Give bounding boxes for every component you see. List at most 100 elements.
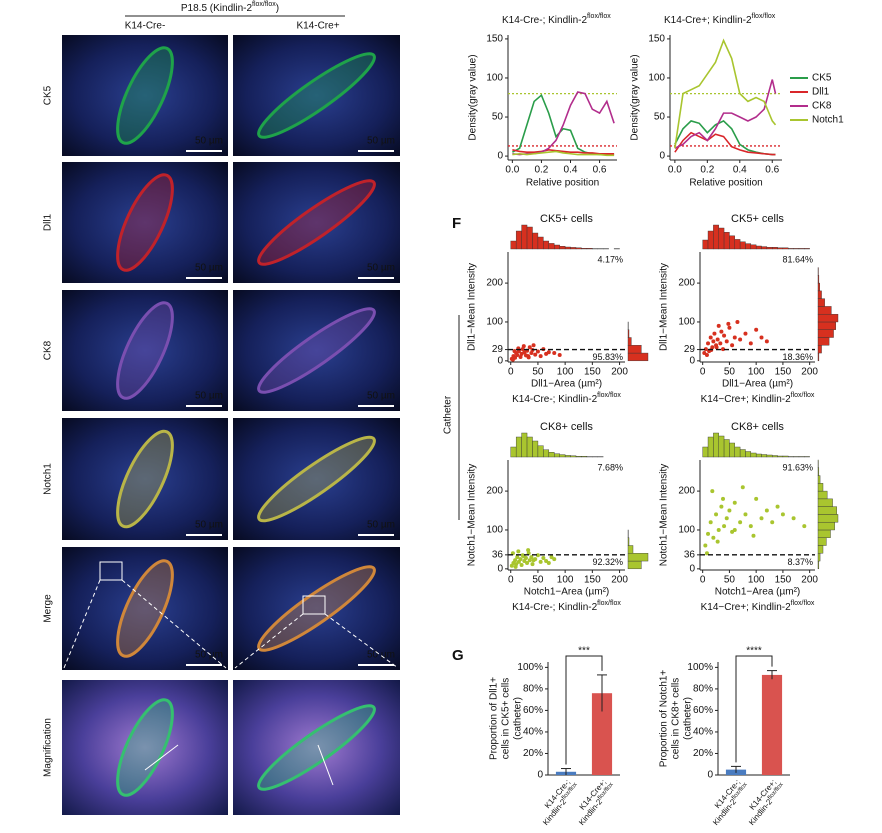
x-tick-label: 0.4 xyxy=(733,165,747,176)
top-histogram-bar xyxy=(575,247,582,250)
y-tick-label: 40% xyxy=(523,727,543,738)
series-line xyxy=(674,38,777,149)
y-tick-label: 200 xyxy=(678,278,695,289)
top-histogram-bar xyxy=(793,456,800,458)
y-tick-label: 100 xyxy=(678,525,695,536)
scale-bar-label: 50 µm xyxy=(195,650,223,661)
top-histogram-bar xyxy=(798,456,805,458)
top-histogram-bar xyxy=(745,451,752,458)
scale-bar-label: 50 µm xyxy=(367,391,395,402)
point xyxy=(754,496,759,501)
y-axis-label: (catheter) xyxy=(683,697,694,740)
side-histogram-bar xyxy=(817,290,822,299)
top-histogram-bar xyxy=(707,230,714,250)
chart-subtitle: K14−Cre+; Kindlin-2flox/flox xyxy=(701,392,815,404)
top-histogram-bar xyxy=(537,236,544,250)
duct xyxy=(257,179,376,266)
micrograph xyxy=(62,547,228,670)
point xyxy=(748,524,753,529)
point xyxy=(531,558,536,563)
chart-title-text: K14-Cre+; Kindlin-2 xyxy=(664,15,752,26)
top-histogram-bar xyxy=(713,224,719,250)
zoom-guide xyxy=(324,613,399,669)
point xyxy=(530,562,535,567)
y-tick-label: 0 xyxy=(689,563,695,574)
y-tick-label: 100 xyxy=(648,73,665,84)
scale-bar-label: 50 µm xyxy=(367,136,395,147)
micrograph xyxy=(233,680,400,815)
x-tick-label: 200 xyxy=(611,367,628,378)
x-tick-label: 100 xyxy=(557,367,574,378)
top-histogram-bar xyxy=(739,449,746,458)
percent-below: 8.37% xyxy=(787,557,813,567)
significance-label: **** xyxy=(746,646,762,657)
y-tick-label: 80% xyxy=(523,684,543,695)
legend-label: CK8 xyxy=(812,101,832,112)
point xyxy=(751,533,756,538)
x-axis-label: Notch1−Area (µm²) xyxy=(524,587,610,598)
bar xyxy=(761,674,783,775)
side-histogram-bar xyxy=(817,345,822,354)
point xyxy=(712,331,717,336)
duct xyxy=(257,307,376,394)
duct xyxy=(116,173,174,272)
side-histogram-bar xyxy=(817,275,820,284)
x-axis-label: Relative position xyxy=(526,178,599,189)
point xyxy=(541,555,546,560)
point xyxy=(738,337,743,342)
side-histogram-bar xyxy=(817,298,825,307)
side-histogram-bar xyxy=(627,537,630,546)
row-label: Merge xyxy=(43,594,54,623)
histogram-title: CK5+ cells xyxy=(731,213,784,225)
top-histogram-bar xyxy=(734,239,741,250)
point xyxy=(770,520,775,525)
side-histogram-bar xyxy=(817,560,820,570)
point xyxy=(718,341,723,346)
point xyxy=(714,345,719,350)
top-histogram-bar xyxy=(554,244,560,250)
scale-bar-label: 50 µm xyxy=(367,263,395,274)
chart-subtitle: K14-Cre-; Kindlin-2flox/flox xyxy=(512,392,621,404)
top-histogram-bar xyxy=(755,245,762,250)
point xyxy=(518,354,523,359)
point xyxy=(711,339,716,344)
point xyxy=(722,333,727,338)
side-histogram-bar xyxy=(817,545,824,554)
top-histogram-bar xyxy=(564,246,571,250)
point xyxy=(546,350,551,355)
y-axis-label: Density(gray value) xyxy=(630,54,641,140)
top-histogram-bar xyxy=(729,235,735,250)
y-axis-label: (catheter) xyxy=(513,697,524,740)
point xyxy=(513,564,518,569)
y-tick-label: 200 xyxy=(486,278,503,289)
top-histogram-bar xyxy=(554,453,560,458)
point xyxy=(704,353,709,358)
series-line xyxy=(512,150,615,157)
point xyxy=(533,352,538,357)
point xyxy=(727,325,732,330)
top-histogram-bar xyxy=(718,227,725,250)
point xyxy=(538,354,543,359)
y-tick-label: 0 xyxy=(537,770,543,781)
micrograph xyxy=(62,162,228,283)
top-histogram-bar xyxy=(581,247,588,250)
y-axis-label: Proportion of Dll1+ xyxy=(489,677,500,760)
top-histogram-bar xyxy=(788,456,794,458)
top-histogram-bar xyxy=(782,247,789,250)
point xyxy=(704,551,709,556)
percent-below: 92.32% xyxy=(592,557,623,567)
top-histogram-bar xyxy=(729,442,735,458)
y-axis-label: cells in CK5+ cells xyxy=(501,678,512,759)
point xyxy=(703,543,708,548)
scale-bar-label: 50 µm xyxy=(195,520,223,531)
top-histogram-bar xyxy=(723,231,730,250)
top-histogram-bar xyxy=(559,454,566,458)
x-tick-label: 0 xyxy=(508,575,514,586)
x-tick-label: 50 xyxy=(532,367,544,378)
point xyxy=(552,557,557,562)
significance-bracket xyxy=(735,655,773,763)
top-histogram-bar xyxy=(510,240,517,250)
point xyxy=(526,354,531,359)
side-histogram-bar xyxy=(817,553,821,562)
top-histogram-bar xyxy=(713,432,719,458)
